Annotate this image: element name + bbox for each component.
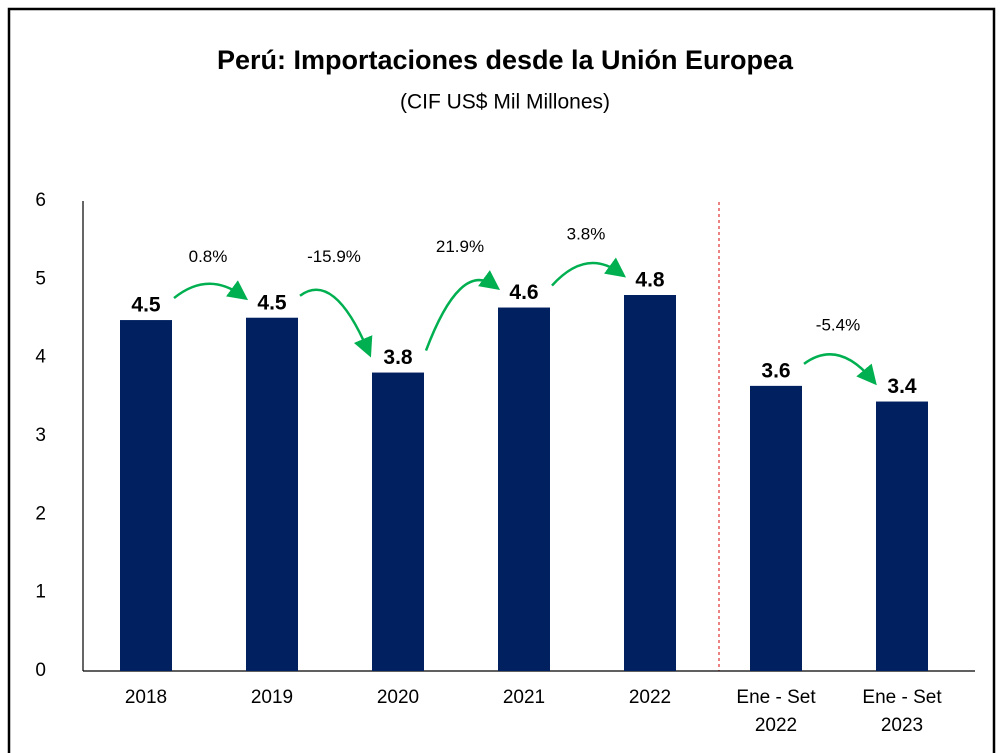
value-label: 4.5 bbox=[131, 294, 161, 317]
x-tick-label: Ene - Set 2022 bbox=[736, 687, 816, 736]
value-label: 3.6 bbox=[761, 359, 790, 382]
growth-arrow bbox=[424, 270, 501, 351]
chart-title: Perú: Importaciones desde la Unión Europ… bbox=[217, 45, 794, 75]
bar bbox=[876, 401, 928, 671]
annotation: -5.4% bbox=[816, 315, 860, 334]
y-tick-label: 5 bbox=[35, 268, 46, 289]
growth-arrow bbox=[551, 257, 627, 287]
y-tick-label: 2 bbox=[35, 503, 46, 524]
x-tick-label: 2020 bbox=[376, 687, 420, 708]
x-tick-label: Ene - Set 2023 bbox=[862, 687, 942, 736]
growth-arrow bbox=[803, 353, 877, 386]
value-label: 4.8 bbox=[635, 269, 665, 292]
value-label: 3.8 bbox=[383, 346, 413, 369]
annotation: -15.9% bbox=[307, 247, 361, 266]
annotation: 3.8% bbox=[567, 224, 606, 243]
x-tick-label: 2019 bbox=[250, 687, 294, 708]
y-tick-label: 4 bbox=[35, 347, 46, 368]
growth-arrow bbox=[173, 280, 249, 301]
y-tick-label: 1 bbox=[35, 582, 46, 603]
frame bbox=[7, 7, 996, 753]
bar bbox=[120, 320, 172, 671]
y-tick-label: 6 bbox=[35, 190, 46, 211]
value-label: 4.5 bbox=[257, 291, 287, 314]
value-label: 4.6 bbox=[509, 281, 538, 304]
chart-subtitle: (CIF US$ Mil Millones) bbox=[400, 91, 610, 114]
bar bbox=[372, 372, 424, 671]
annotation: 0.8% bbox=[189, 247, 228, 266]
value-label: 3.4 bbox=[887, 375, 917, 398]
y-tick-label: 3 bbox=[35, 425, 46, 446]
annotation: 21.9% bbox=[436, 237, 484, 256]
x-tick-label: 2022 bbox=[628, 687, 672, 708]
x-tick-label: 2018 bbox=[124, 687, 168, 708]
y-tick-label: 0 bbox=[35, 660, 46, 681]
bar bbox=[246, 317, 298, 671]
growth-arrow bbox=[299, 288, 373, 358]
bar bbox=[624, 295, 676, 671]
bar bbox=[498, 307, 550, 671]
bar bbox=[750, 385, 802, 671]
x-tick-label: 2021 bbox=[502, 687, 546, 708]
